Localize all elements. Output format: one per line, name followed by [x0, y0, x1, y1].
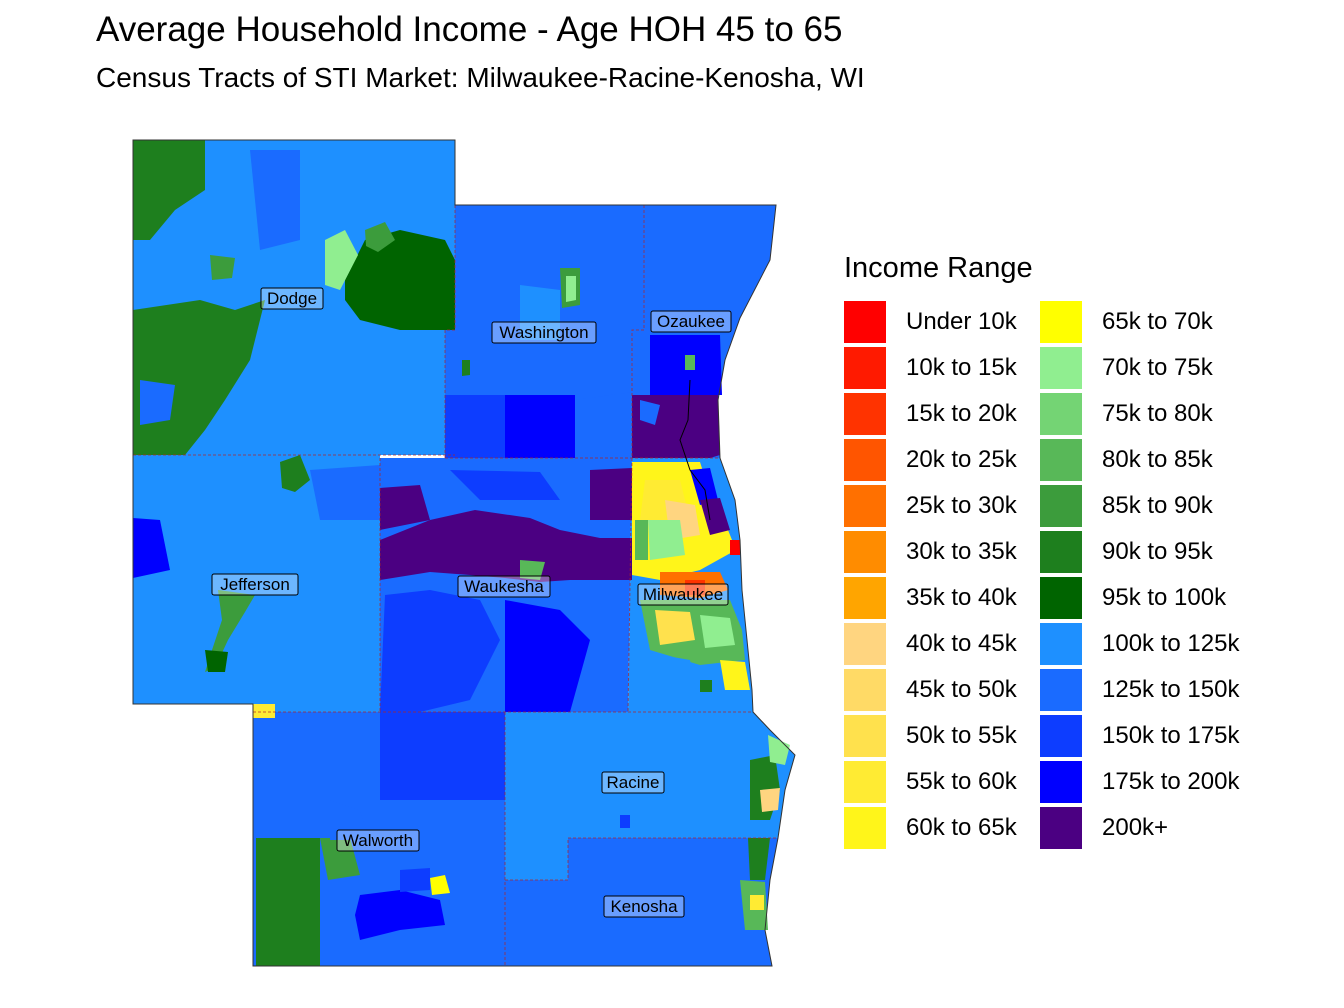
legend-item: 45k to 50k: [844, 667, 1040, 713]
legend-label: 60k to 65k: [906, 814, 1017, 841]
legend-item: 70k to 75k: [1040, 345, 1236, 391]
county-kenosha: [505, 838, 778, 966]
legend-swatch: [1040, 393, 1082, 435]
legend-item: 20k to 25k: [844, 437, 1040, 483]
legend-item: 80k to 85k: [1040, 437, 1236, 483]
legend-item: 65k to 70k: [1040, 299, 1236, 345]
legend-item: 30k to 35k: [844, 529, 1040, 575]
legend-swatch: [1040, 485, 1082, 527]
county-label-jefferson: Jefferson: [211, 573, 299, 596]
svg-text:Waukesha: Waukesha: [464, 577, 544, 596]
legend-swatch: [1040, 531, 1082, 573]
legend: Income Range Under 10k 10k to 15k 15k to 2…: [844, 252, 1240, 851]
legend-swatch: [1040, 761, 1082, 803]
legend-swatch: [844, 347, 886, 389]
county-label-racine: Racine: [601, 771, 665, 794]
legend-swatch: [1040, 715, 1082, 757]
svg-text:Ozaukee: Ozaukee: [657, 312, 725, 331]
svg-text:Walworth: Walworth: [343, 831, 413, 850]
svg-text:Kenosha: Kenosha: [610, 897, 678, 916]
county-jefferson: [133, 455, 380, 712]
legend-label: 75k to 80k: [1102, 400, 1213, 427]
legend-item: 15k to 20k: [844, 391, 1040, 437]
legend-swatch: [1040, 301, 1082, 343]
legend-swatch: [844, 807, 886, 849]
svg-text:Racine: Racine: [607, 773, 660, 792]
county-label-waukesha: Waukesha: [457, 575, 551, 598]
legend-item: 60k to 65k: [844, 805, 1040, 851]
legend-item: 125k to 150k: [1040, 667, 1240, 713]
map-subtitle: Census Tracts of STI Market: Milwaukee-R…: [96, 62, 865, 93]
legend-label: 15k to 20k: [906, 400, 1017, 427]
legend-swatch: [844, 669, 886, 711]
legend-swatch: [844, 485, 886, 527]
legend-label: 85k to 90k: [1102, 492, 1213, 519]
county-label-milwaukee: Milwaukee: [637, 583, 729, 606]
legend-label: 80k to 85k: [1102, 446, 1213, 473]
legend-item: 175k to 200k: [1040, 759, 1240, 805]
legend-label: 65k to 70k: [1102, 308, 1213, 335]
legend-swatch: [1040, 807, 1082, 849]
county-label-walworth: Walworth: [336, 829, 420, 852]
legend-label: 150k to 175k: [1102, 722, 1240, 749]
county-label-dodge: Dodge: [260, 287, 324, 310]
svg-text:Milwaukee: Milwaukee: [643, 585, 723, 604]
legend-label: 70k to 75k: [1102, 354, 1213, 381]
legend-item: 55k to 60k: [844, 759, 1040, 805]
choropleth-map: Dodge Washington Ozaukee Jefferson Wauke…: [132, 139, 796, 967]
legend-swatch: [844, 439, 886, 481]
legend-swatch: [844, 715, 886, 757]
svg-text:Jefferson: Jefferson: [220, 575, 290, 594]
legend-label: 95k to 100k: [1102, 584, 1227, 611]
county-label-kenosha: Kenosha: [603, 895, 685, 918]
legend-swatch: [844, 393, 886, 435]
legend-label: 100k to 125k: [1102, 630, 1240, 657]
legend-swatch: [844, 301, 886, 343]
legend-label: 10k to 15k: [906, 354, 1017, 381]
legend-item: 75k to 80k: [1040, 391, 1236, 437]
legend-label: 175k to 200k: [1102, 768, 1240, 795]
legend-label: 30k to 35k: [906, 538, 1017, 565]
legend-label: 20k to 25k: [906, 446, 1017, 473]
legend-item: 90k to 95k: [1040, 529, 1236, 575]
legend-label: 90k to 95k: [1102, 538, 1213, 565]
legend-swatch: [844, 761, 886, 803]
legend-label: 35k to 40k: [906, 584, 1017, 611]
legend-swatch: [844, 623, 886, 665]
legend-item: 10k to 15k: [844, 345, 1040, 391]
map-title: Average Household Income - Age HOH 45 to…: [96, 10, 843, 49]
legend-swatch: [844, 577, 886, 619]
legend-item: Under 10k: [844, 299, 1040, 345]
svg-text:Dodge: Dodge: [267, 289, 317, 308]
svg-text:Washington: Washington: [499, 323, 588, 342]
legend-item: 50k to 55k: [844, 713, 1040, 759]
legend-label: 25k to 30k: [906, 492, 1017, 519]
legend-swatch: [1040, 347, 1082, 389]
legend-title: Income Range: [844, 252, 1033, 284]
legend-swatch: [1040, 439, 1082, 481]
legend-grid: Under 10k 10k to 15k 15k to 20k 20k to 25k 2…: [844, 299, 1240, 851]
legend-item: 40k to 45k: [844, 621, 1040, 667]
legend-label: 50k to 55k: [906, 722, 1017, 749]
legend-item: 95k to 100k: [1040, 575, 1236, 621]
legend-item: 85k to 90k: [1040, 483, 1236, 529]
legend-swatch: [1040, 623, 1082, 665]
legend-item: 100k to 125k: [1040, 621, 1240, 667]
legend-swatch: [1040, 577, 1082, 619]
legend-label: 45k to 50k: [906, 676, 1017, 703]
legend-item: 35k to 40k: [844, 575, 1040, 621]
legend-label: 40k to 45k: [906, 630, 1017, 657]
county-label-washington: Washington: [491, 321, 597, 344]
legend-swatch: [844, 531, 886, 573]
legend-label: 200k+: [1102, 814, 1169, 841]
legend-label: 125k to 150k: [1102, 676, 1240, 703]
legend-label: 55k to 60k: [906, 768, 1017, 795]
legend-item: 200k+: [1040, 805, 1236, 851]
legend-label: Under 10k: [906, 308, 1017, 335]
legend-item: 25k to 30k: [844, 483, 1040, 529]
legend-item: 150k to 175k: [1040, 713, 1240, 759]
county-label-ozaukee: Ozaukee: [650, 310, 732, 333]
legend-swatch: [1040, 669, 1082, 711]
